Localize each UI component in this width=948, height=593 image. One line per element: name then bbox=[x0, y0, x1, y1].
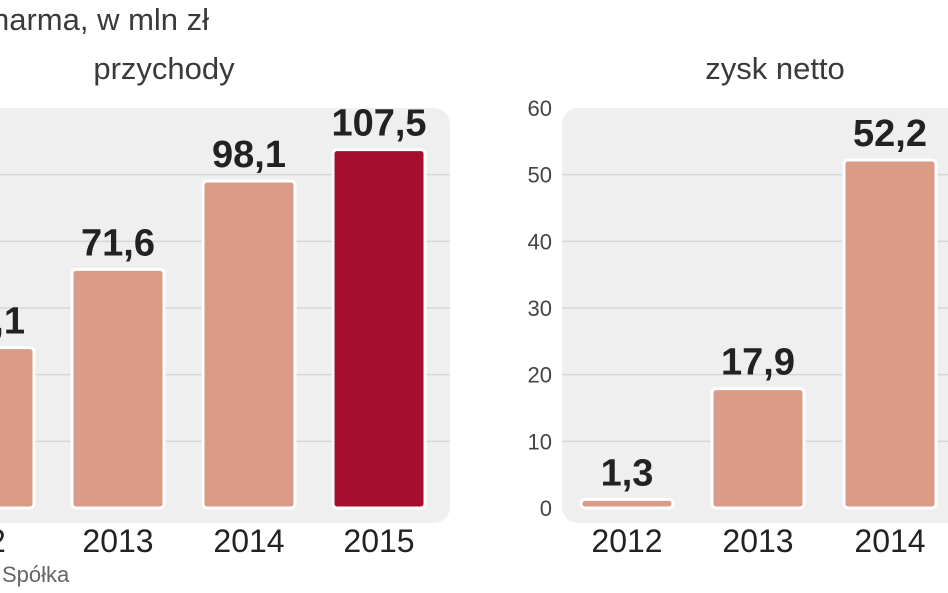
net-profit-y-tick-10: 10 bbox=[528, 429, 552, 454]
net-profit-data-label-2013: 17,9 bbox=[721, 342, 795, 384]
revenue-chart: przychody 48,1 12 71,6 2013 98,1 2014 107,5 201… bbox=[0, 51, 450, 559]
net-profit-x-tick-2014: 2014 bbox=[854, 523, 925, 559]
revenue-data-label-2015: 107,5 bbox=[331, 103, 426, 145]
net-profit-y-tick-30: 30 bbox=[528, 296, 552, 321]
revenue-bar-2015 bbox=[331, 148, 427, 510]
net-profit-x-tick-2012: 2012 bbox=[591, 523, 662, 559]
revenue-bar-2014 bbox=[201, 179, 297, 510]
revenue-data-label-2014: 98,1 bbox=[212, 134, 286, 176]
revenue-x-tick-2012: 12 bbox=[0, 523, 6, 559]
net-profit-y-tick-40: 40 bbox=[528, 229, 552, 254]
chart-title: harma, w mln zł bbox=[0, 2, 210, 37]
net-profit-bar-2014 bbox=[842, 158, 938, 510]
revenue-panel-title: przychody bbox=[93, 51, 235, 86]
net-profit-y-tick-20: 20 bbox=[528, 363, 552, 388]
revenue-x-tick-2015: 2015 bbox=[343, 523, 414, 559]
revenue-bar-2012 bbox=[0, 346, 36, 510]
net-profit-y-tick-0: 0 bbox=[540, 496, 552, 521]
net-profit-bars: 1,3 2012 17,9 2013 52,2 2014 bbox=[579, 113, 938, 559]
net-profit-chart: 0 10 20 30 40 50 60 zysk netto 1,3 2012 17,9 2013… bbox=[528, 51, 948, 559]
revenue-bars: 48,1 12 71,6 2013 98,1 2014 107,5 2015 bbox=[0, 103, 427, 559]
net-profit-data-label-2012: 1,3 bbox=[601, 452, 654, 494]
revenue-bar-2013 bbox=[70, 267, 166, 510]
revenue-data-label-2013: 71,6 bbox=[81, 222, 155, 264]
net-profit-y-tick-50: 50 bbox=[528, 163, 552, 188]
revenue-x-tick-2013: 2013 bbox=[82, 523, 153, 559]
net-profit-panel-title: zysk netto bbox=[705, 51, 845, 86]
net-profit-y-axis: 0 10 20 30 40 50 60 bbox=[528, 96, 552, 521]
revenue-x-tick-2014: 2014 bbox=[213, 523, 284, 559]
net-profit-x-tick-2013: 2013 bbox=[722, 523, 793, 559]
net-profit-data-label-2014: 52,2 bbox=[853, 113, 927, 155]
source-note: Spółka bbox=[2, 562, 70, 587]
net-profit-bar-2013 bbox=[710, 387, 806, 510]
revenue-data-label-2012: 48,1 bbox=[0, 301, 25, 343]
net-profit-y-tick-60: 60 bbox=[528, 96, 552, 121]
net-profit-bar-2012 bbox=[579, 497, 675, 510]
